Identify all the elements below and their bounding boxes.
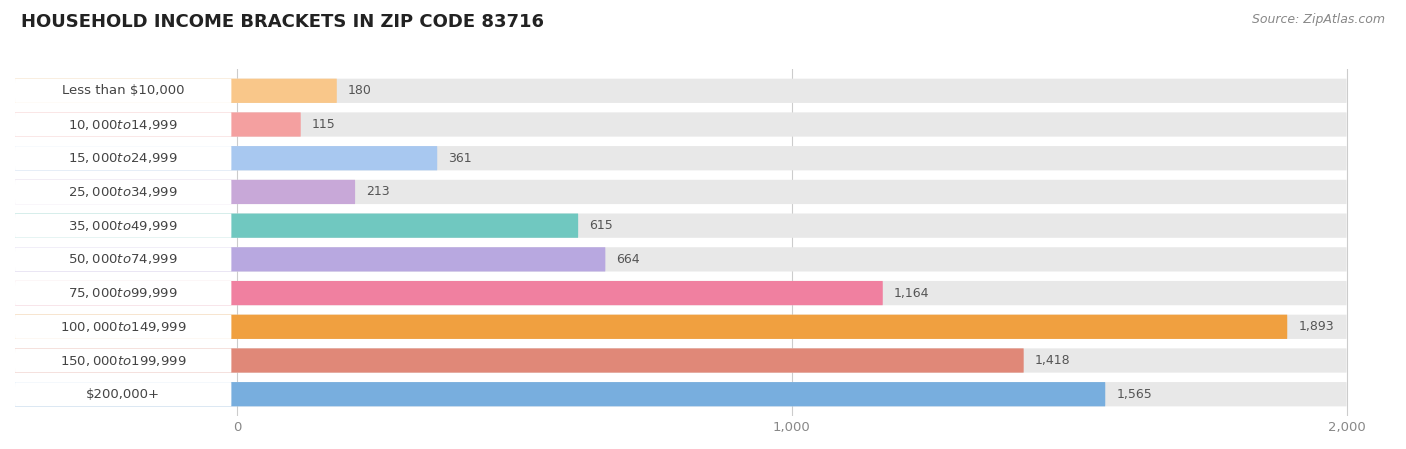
- FancyBboxPatch shape: [15, 146, 437, 170]
- FancyBboxPatch shape: [15, 79, 337, 103]
- Text: $150,000 to $199,999: $150,000 to $199,999: [60, 353, 187, 368]
- FancyBboxPatch shape: [15, 247, 1347, 272]
- Text: $100,000 to $149,999: $100,000 to $149,999: [60, 320, 187, 334]
- Text: $75,000 to $99,999: $75,000 to $99,999: [69, 286, 179, 300]
- FancyBboxPatch shape: [15, 112, 1347, 136]
- Text: 1,164: 1,164: [894, 286, 929, 299]
- Text: $25,000 to $34,999: $25,000 to $34,999: [69, 185, 179, 199]
- Text: 664: 664: [616, 253, 640, 266]
- FancyBboxPatch shape: [15, 382, 1347, 406]
- FancyBboxPatch shape: [15, 214, 578, 238]
- Text: $10,000 to $14,999: $10,000 to $14,999: [69, 118, 179, 132]
- Text: 1,418: 1,418: [1035, 354, 1070, 367]
- Text: $50,000 to $74,999: $50,000 to $74,999: [69, 252, 179, 266]
- FancyBboxPatch shape: [15, 247, 232, 272]
- FancyBboxPatch shape: [15, 348, 1024, 373]
- FancyBboxPatch shape: [15, 382, 232, 406]
- FancyBboxPatch shape: [15, 382, 1105, 406]
- Text: 180: 180: [347, 84, 371, 97]
- FancyBboxPatch shape: [15, 79, 1347, 103]
- FancyBboxPatch shape: [15, 146, 1347, 170]
- FancyBboxPatch shape: [15, 348, 232, 373]
- FancyBboxPatch shape: [15, 247, 606, 272]
- FancyBboxPatch shape: [15, 214, 1347, 238]
- FancyBboxPatch shape: [15, 112, 301, 136]
- FancyBboxPatch shape: [15, 112, 232, 136]
- Text: 615: 615: [589, 219, 613, 232]
- FancyBboxPatch shape: [15, 315, 232, 339]
- Text: 1,893: 1,893: [1298, 320, 1334, 333]
- FancyBboxPatch shape: [15, 315, 1347, 339]
- FancyBboxPatch shape: [15, 281, 232, 305]
- Text: Less than $10,000: Less than $10,000: [62, 84, 184, 97]
- FancyBboxPatch shape: [15, 348, 1347, 373]
- FancyBboxPatch shape: [15, 281, 883, 305]
- Text: $35,000 to $49,999: $35,000 to $49,999: [69, 219, 179, 233]
- Text: 1,565: 1,565: [1116, 388, 1152, 401]
- Text: $200,000+: $200,000+: [86, 388, 160, 401]
- FancyBboxPatch shape: [15, 180, 356, 204]
- FancyBboxPatch shape: [15, 79, 232, 103]
- Text: 213: 213: [366, 185, 389, 198]
- FancyBboxPatch shape: [15, 281, 1347, 305]
- Text: 115: 115: [312, 118, 336, 131]
- FancyBboxPatch shape: [15, 180, 1347, 204]
- Text: Source: ZipAtlas.com: Source: ZipAtlas.com: [1251, 13, 1385, 26]
- FancyBboxPatch shape: [15, 315, 1288, 339]
- Text: 361: 361: [449, 152, 472, 165]
- FancyBboxPatch shape: [15, 146, 232, 170]
- FancyBboxPatch shape: [15, 180, 232, 204]
- FancyBboxPatch shape: [15, 214, 232, 238]
- Text: HOUSEHOLD INCOME BRACKETS IN ZIP CODE 83716: HOUSEHOLD INCOME BRACKETS IN ZIP CODE 83…: [21, 13, 544, 31]
- Text: $15,000 to $24,999: $15,000 to $24,999: [69, 151, 179, 165]
